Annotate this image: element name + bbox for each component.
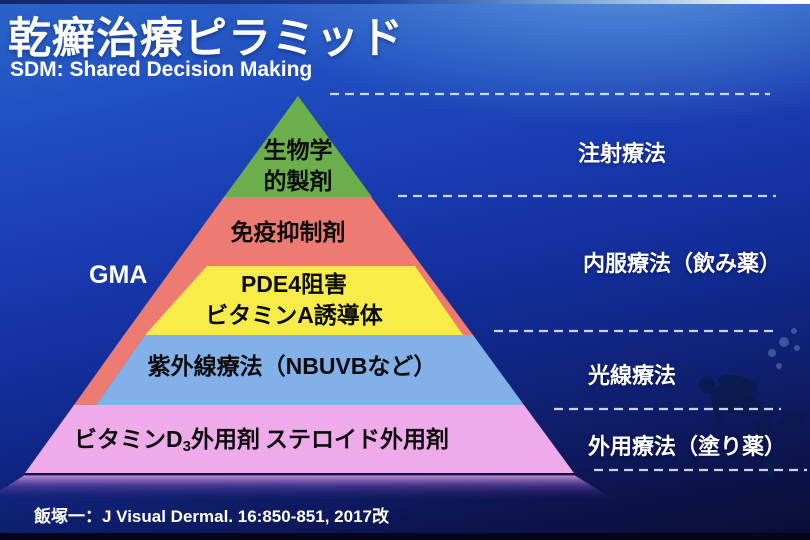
layer-topical-left-label: ビタミンD3外用剤 xyxy=(74,424,260,462)
route-label-injection: 注射療法 xyxy=(578,141,667,166)
vitamin-d-text: ビタミンD xyxy=(74,426,183,452)
layer-pde4-vitamin-a-label: PDE4阻害 ビタミンA誘導体 xyxy=(205,269,383,331)
layer-biologics-line2: 的製剤 xyxy=(263,168,333,194)
photo-light-streak xyxy=(0,0,810,4)
gma-label: GMA xyxy=(89,261,148,289)
route-label-topical: 外用療法（塗り薬） xyxy=(588,434,787,459)
layer-phototherapy-label: 紫外線療法（NBUVBなど） xyxy=(147,353,437,379)
slide-title: 乾癬治療ピラミッド xyxy=(8,15,404,63)
layer-phototherapy-shape xyxy=(96,335,524,405)
layer-biologics-line1: 生物学 xyxy=(263,137,333,163)
layer-vitamin-a-line: ビタミンA誘導体 xyxy=(205,302,383,328)
layer-immunosuppressant-left-sliver xyxy=(74,335,145,405)
pyramid-reflection xyxy=(0,475,615,500)
layer-pde4-vitamin-a-shape xyxy=(145,266,463,335)
layer-topical-right-label: ステロイド外用剤 xyxy=(265,426,449,452)
layer-biologics-shape xyxy=(224,96,372,197)
diver-bubbles xyxy=(768,328,800,369)
layer-immunosuppressant-label: 免疫抑制剤 xyxy=(230,219,346,245)
layer-biologics-label: 生物学 的製剤 xyxy=(264,135,333,197)
slide-subtitle: SDM: Shared Decision Making xyxy=(10,58,313,81)
vitamin-d-subscript: 3 xyxy=(182,438,191,455)
vitamin-d-suffix: 外用剤 xyxy=(190,426,260,452)
route-label-oral: 内服療法（飲み薬） xyxy=(583,251,782,276)
scuba-diver-silhouette xyxy=(699,374,805,477)
route-label-phototherapy: 光線療法 xyxy=(588,363,677,388)
photo-bottom-edge xyxy=(0,533,810,540)
layer-topical-shape xyxy=(25,405,574,473)
layer-pde4-line: PDE4阻害 xyxy=(240,271,348,297)
citation-text: 飯塚一：J Visual Dermal. 16:850-851, 2017改 xyxy=(34,507,389,526)
